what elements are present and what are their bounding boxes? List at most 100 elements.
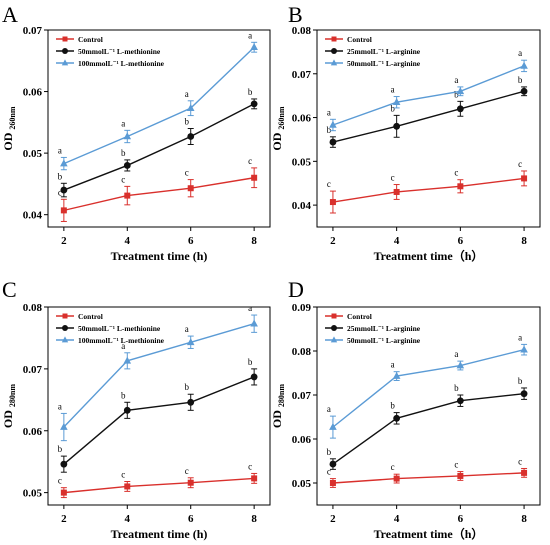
y-axis-label-subscript: 280nm (8, 384, 17, 407)
x-tick-label: 8 (521, 513, 527, 525)
y-axis-label: OD 280nm (270, 384, 286, 428)
significance-label: c (58, 187, 62, 197)
significance-label: c (454, 460, 458, 470)
significance-label: b (184, 117, 189, 127)
legend-marker (61, 336, 69, 343)
data-point (392, 98, 401, 106)
y-tick-label: 0.08 (292, 346, 312, 358)
x-tick-label: 2 (61, 235, 67, 247)
significance-label: c (185, 168, 189, 178)
data-point (393, 475, 400, 482)
data-point (186, 103, 195, 111)
y-tick-label: 0.07 (292, 69, 312, 81)
significance-label: a (518, 48, 522, 58)
series-line (63, 46, 255, 165)
significance-label: b (518, 376, 523, 386)
legend-marker (62, 313, 68, 319)
data-point (393, 122, 401, 130)
data-point (457, 183, 464, 190)
plot-frame (316, 306, 541, 506)
series-line (63, 103, 255, 191)
significance-label: a (454, 75, 458, 85)
significance-label: c (518, 159, 522, 169)
data-point (329, 138, 337, 146)
legend-label: 100mmolL⁻¹ L-methionine (78, 336, 165, 345)
y-tick-label: 0.05 (23, 148, 43, 160)
legend-marker (331, 36, 337, 42)
y-tick-label: 0.08 (292, 25, 312, 37)
significance-label: b (327, 447, 332, 457)
significance-label: c (58, 476, 62, 486)
significance-label: b (121, 390, 126, 400)
legend-marker (330, 59, 338, 66)
legend-label: 25mmolL⁻¹ L-arginine (347, 324, 421, 333)
legend-label: 100mmolL⁻¹ L-methionine (78, 59, 165, 68)
data-point (124, 192, 131, 199)
significance-label: c (391, 462, 395, 472)
x-tick-label: 6 (458, 513, 464, 525)
y-tick-label: 0.04 (23, 210, 43, 222)
chart-panel-B: B 0.04 0.05 0.06 0.07 0.08 2 4 6 8 Treatment time（… (270, 2, 541, 263)
chart-panel-C: C 0.05 0.06 0.07 0.08 2 4 6 8 Treatment time (h) O… (1, 277, 271, 541)
panel-letter: C (2, 277, 17, 302)
significance-label: a (391, 360, 395, 370)
x-tick-label: 8 (251, 513, 257, 525)
data-point (60, 186, 68, 194)
data-point (123, 162, 131, 169)
series-line (332, 177, 525, 203)
y-tick-label: 0.04 (292, 200, 312, 212)
significance-label: c (454, 168, 458, 178)
legend-marker (61, 59, 69, 66)
x-tick-label: 6 (188, 513, 194, 525)
data-point (521, 175, 528, 182)
data-point (251, 475, 258, 482)
data-point (520, 345, 528, 353)
significance-label: b (184, 382, 189, 392)
data-point (392, 371, 401, 379)
plot-frame (47, 306, 271, 506)
panel-letter: A (2, 2, 18, 27)
data-point (187, 479, 194, 486)
data-point (186, 338, 195, 346)
data-point (123, 132, 132, 140)
significance-label: b (518, 75, 523, 85)
significance-label: c (518, 456, 522, 466)
significance-label: c (327, 179, 331, 189)
series-line (63, 177, 255, 212)
data-point (250, 373, 258, 381)
y-tick-label: 0.05 (23, 488, 43, 500)
significance-label: b (390, 401, 395, 411)
data-point (187, 398, 195, 406)
x-tick-label: 6 (458, 235, 464, 247)
x-tick-label: 2 (330, 513, 336, 525)
x-axis-label: Treatment time（h） (374, 526, 484, 541)
data-point (520, 87, 528, 95)
data-point (60, 460, 68, 468)
legend-label: 50mmolL⁻¹ L-arginine (347, 59, 421, 68)
plot-frame (316, 29, 541, 228)
x-tick-label: 6 (188, 235, 194, 247)
x-axis-label: Treatment time (h) (111, 527, 208, 541)
significance-label: a (454, 349, 458, 359)
panel-letter: B (288, 2, 303, 27)
data-point (329, 460, 337, 468)
legend-label: 25mmolL⁻¹ L-arginine (347, 47, 421, 56)
significance-label: b (58, 171, 63, 181)
x-tick-label: 8 (521, 235, 527, 247)
significance-label: c (121, 469, 125, 479)
x-tick-label: 4 (394, 513, 400, 525)
significance-label: c (248, 461, 252, 471)
plot-frame (47, 29, 271, 228)
chart-panel-D: D 0.05 0.06 0.07 0.08 0.09 2 4 6 8 Treatment time（… (270, 277, 541, 541)
significance-label: b (248, 357, 253, 367)
legend-label: Control (347, 35, 372, 44)
significance-label: a (327, 107, 331, 117)
data-point (457, 472, 464, 479)
x-tick-label: 8 (251, 235, 257, 247)
y-tick-label: 0.06 (23, 87, 43, 99)
x-tick-label: 2 (61, 513, 67, 525)
significance-label: a (185, 324, 189, 334)
legend-marker (331, 313, 337, 319)
y-tick-label: 0.05 (292, 478, 312, 490)
legend-marker (62, 36, 68, 42)
